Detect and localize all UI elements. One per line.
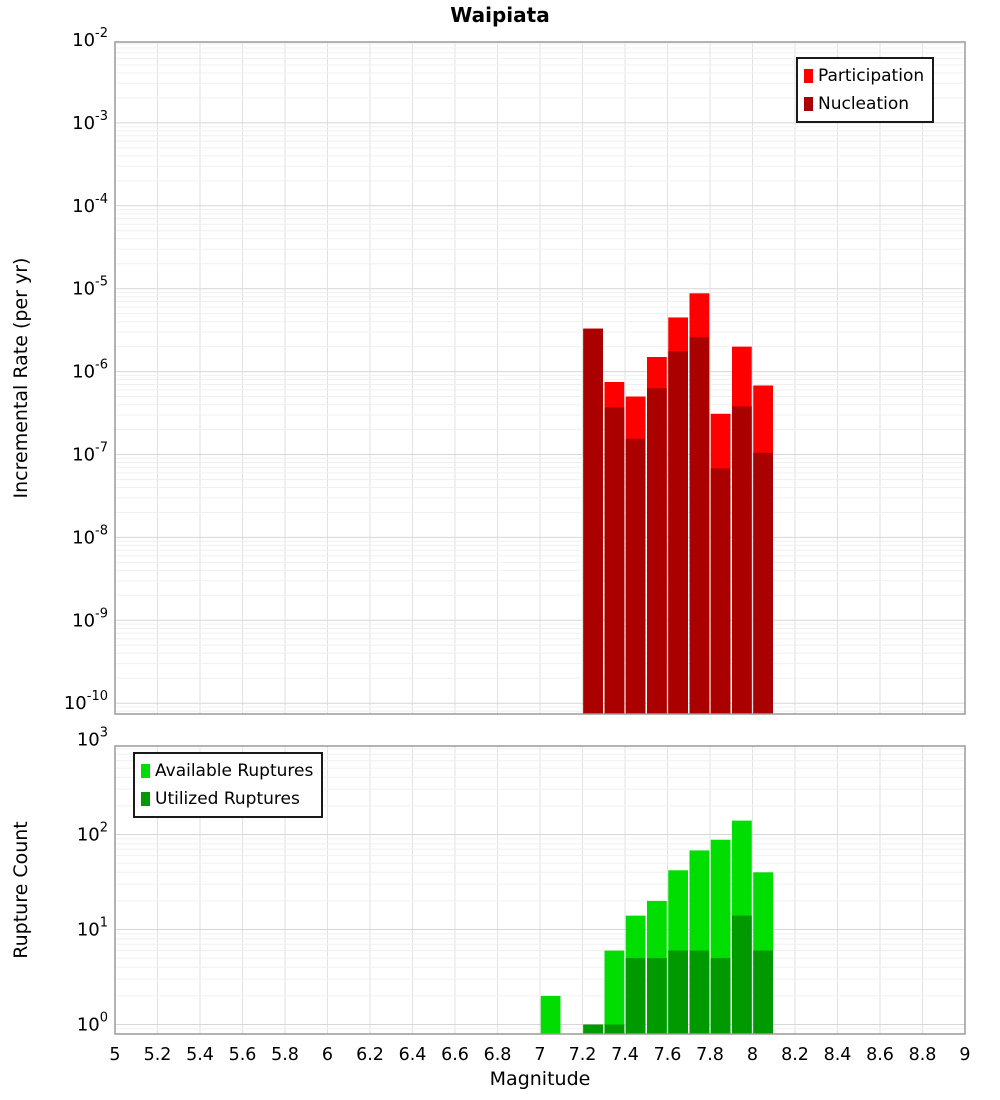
y-axis-label-count: Rupture Count (10, 821, 32, 959)
nucleation-bar-7.75 (689, 337, 710, 714)
utilized-ruptures-bar-8.05 (753, 950, 773, 1034)
y-tick-label: 103 (77, 726, 108, 751)
bars (540, 820, 773, 1034)
x-tick-label: 7.6 (654, 1045, 682, 1065)
x-tick-label: 8.8 (909, 1045, 937, 1065)
utilized-ruptures-bar-7.85 (710, 958, 731, 1034)
nucleation-bar-7.95 (732, 406, 752, 714)
nucleation-bar-8.05 (753, 452, 773, 714)
x-tick-label: 6 (322, 1045, 333, 1065)
legend-item-participation: Participation (804, 62, 924, 90)
utilized-ruptures-bar-7.75 (689, 950, 710, 1034)
x-tick-label: 6.6 (441, 1045, 469, 1065)
utilized-ruptures-bar-7.35 (604, 1024, 625, 1034)
legend-label: Utilized Ruptures (155, 789, 300, 809)
y-tick-label: 10-10 (64, 689, 108, 714)
nucleation-bar-7.85 (710, 468, 731, 714)
x-tick-label: 6.2 (356, 1045, 384, 1065)
utilized-ruptures-bar-7.95 (732, 915, 752, 1034)
nucleation-bar-7.55 (647, 388, 667, 714)
legend-swatch-icon (141, 792, 150, 806)
y-tick-label: 10-8 (72, 523, 108, 548)
y-tick-label: 10-7 (72, 441, 108, 466)
x-tick-label: 5.6 (229, 1045, 257, 1065)
legend-swatch-icon (804, 97, 813, 111)
legend-item-nucleation: Nucleation (804, 90, 924, 118)
y-tick-label: 102 (77, 821, 108, 846)
rate-panel: 10-2 10-3 10-4 10-5 10-6 10-7 10-8 10-9 10-10 (64, 26, 966, 715)
x-tick-label: 7.2 (569, 1045, 597, 1065)
legend-label: Participation (818, 66, 925, 86)
legend-label: Nucleation (818, 94, 910, 114)
y-tick-label: 10-6 (72, 358, 108, 383)
x-tick-label: 8.6 (866, 1045, 894, 1065)
utilized-ruptures-bar-7.65 (668, 950, 688, 1034)
bars (583, 293, 773, 714)
nucleation-bar-7.65 (668, 351, 688, 714)
x-tick-label: 6.8 (484, 1045, 512, 1065)
y-axis-label-rate: Incremental Rate (per yr) (10, 257, 32, 499)
gridlines (115, 746, 965, 1035)
x-tick-label: 8.4 (824, 1045, 852, 1065)
y-tick-label: 10-4 (72, 192, 108, 217)
x-tick-label: 5.4 (186, 1045, 214, 1065)
legend-swatch-icon (804, 69, 813, 83)
legend-item-utilized-ruptures: Utilized Ruptures (141, 785, 313, 813)
legend-swatch-icon (141, 764, 150, 778)
x-tick-label: 8 (747, 1045, 758, 1065)
y-tick-label: 10-9 (72, 606, 108, 631)
nucleation-bar-7.25 (583, 328, 603, 714)
utilized-ruptures-bar-7.55 (647, 958, 667, 1034)
legend-count-panel: Available Ruptures Utilized Ruptures (133, 752, 324, 818)
nucleation-bar-7.45 (625, 438, 646, 714)
x-tick-label: 5.2 (144, 1045, 172, 1065)
utilized-ruptures-bar-7.45 (625, 958, 646, 1034)
x-tick-label: 6.4 (399, 1045, 427, 1065)
available-ruptures-bar-7.35 (604, 950, 625, 1034)
y-tick-label: 101 (77, 916, 108, 941)
chart-title: Waipiata (450, 3, 550, 27)
legend-item-available-ruptures: Available Ruptures (141, 757, 313, 785)
utilized-ruptures-bar-7.25 (583, 1024, 603, 1034)
x-tick-label: 5 (109, 1045, 120, 1065)
gridlines (115, 42, 965, 714)
x-tick-label: 9 (959, 1045, 970, 1065)
available-ruptures-bar-7.05 (540, 995, 561, 1034)
y-tick-label: 100 (77, 1011, 108, 1036)
x-tick-label: 7.8 (696, 1045, 724, 1065)
y-tick-label: 10-3 (72, 109, 108, 134)
x-tick-label: 7 (534, 1045, 545, 1065)
x-tick-label: 7.4 (611, 1045, 639, 1065)
x-axis-label-magnitude: Magnitude (489, 1068, 591, 1090)
legend-rate-panel: Participation Nucleation (796, 57, 935, 123)
y-tick-label: 10-2 (72, 26, 108, 51)
legend-label: Available Ruptures (155, 761, 314, 781)
x-tick-label: 8.2 (781, 1045, 809, 1065)
nucleation-bar-7.35 (604, 407, 625, 714)
y-tick-label: 10-5 (72, 275, 108, 300)
x-tick-label: 5.8 (271, 1045, 299, 1065)
